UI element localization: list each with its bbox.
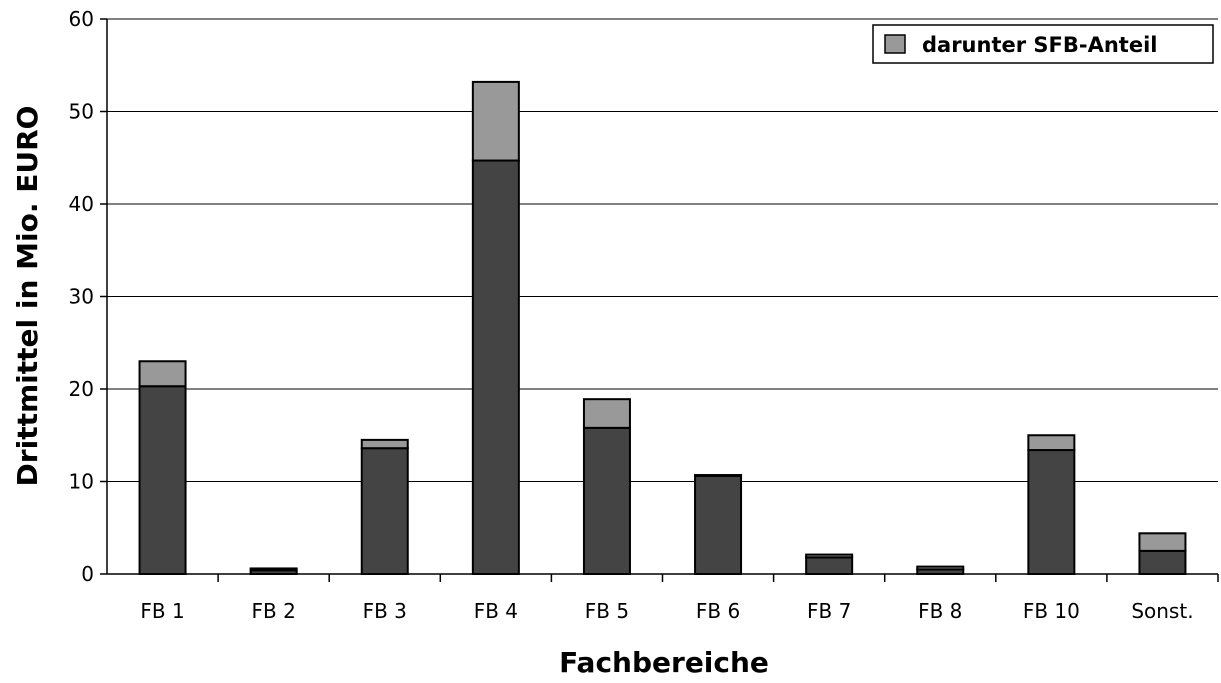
bar-fb-10-series-1	[1027, 434, 1076, 452]
bar-fb-4-series-0	[471, 159, 520, 575]
y-tick-label-10: 10	[69, 470, 94, 494]
x-tick-label-fb-7: FB 7	[807, 599, 851, 623]
y-tick-label-40: 40	[69, 192, 94, 216]
legend-label-sfb: darunter SFB-Anteil	[922, 33, 1157, 57]
x-axis-title: Fachbereiche	[559, 646, 769, 679]
bar-fb-3-series-1	[360, 438, 409, 450]
x-tick-label-fb-6: FB 6	[696, 599, 740, 623]
x-tick-label-fb-2: FB 2	[251, 599, 295, 623]
bar-fb-10-series-0	[1027, 449, 1076, 575]
legend-box	[872, 24, 1214, 64]
bar-sonst--series-1	[1138, 532, 1187, 552]
y-tick-label-20: 20	[69, 377, 94, 401]
bar-fb-6-series-1	[694, 474, 743, 477]
bars	[138, 80, 1187, 576]
bar-fb-8-series-1	[916, 565, 965, 571]
x-tick-label-fb-1: FB 1	[140, 599, 184, 623]
x-tick-labels: FB 1 FB 2 FB 3 FB 4 FB 5 FB 6 FB 7 FB 8 FB 10 Son…	[140, 574, 1219, 623]
x-tick-label-sonst-: Sonst.	[1131, 599, 1193, 623]
bar-sonst--series-0	[1138, 549, 1187, 575]
bar-fb-1-series-1	[138, 360, 187, 388]
y-tick-label-60: 60	[69, 7, 94, 31]
bar-fb-5-series-1	[582, 398, 631, 429]
y-tick-labels: 0 10 20 30 40 50 60	[69, 7, 94, 586]
x-tick-label-fb-5: FB 5	[585, 599, 629, 623]
x-tick-label-fb-4: FB 4	[474, 599, 518, 623]
bar-fb-4-series-1	[471, 80, 520, 162]
bar-fb-7-series-1	[805, 553, 854, 559]
x-tick-label-fb-3: FB 3	[363, 599, 407, 623]
gridlines	[100, 18, 1218, 575]
y-tick-label-30: 30	[69, 285, 94, 309]
bar-fb-2-series-1	[249, 567, 298, 572]
legend-swatch-sfb	[884, 34, 906, 54]
y-axis-title: Drittmittel in Mio. EURO	[11, 106, 44, 487]
bar-fb-1-series-0	[138, 385, 187, 575]
y-tick-label-50: 50	[69, 100, 94, 124]
x-tick-label-fb-8: FB 8	[918, 599, 962, 623]
bar-fb-5-series-0	[582, 426, 631, 575]
bar-fb-3-series-0	[360, 447, 409, 576]
y-tick-label-0: 0	[81, 562, 94, 586]
x-tick-label-fb-10: FB 10	[1023, 599, 1080, 623]
bar-fb-6-series-0	[694, 474, 743, 576]
legend: darunter SFB-Anteil	[872, 24, 1214, 64]
bar-fb-7-series-0	[805, 556, 854, 575]
